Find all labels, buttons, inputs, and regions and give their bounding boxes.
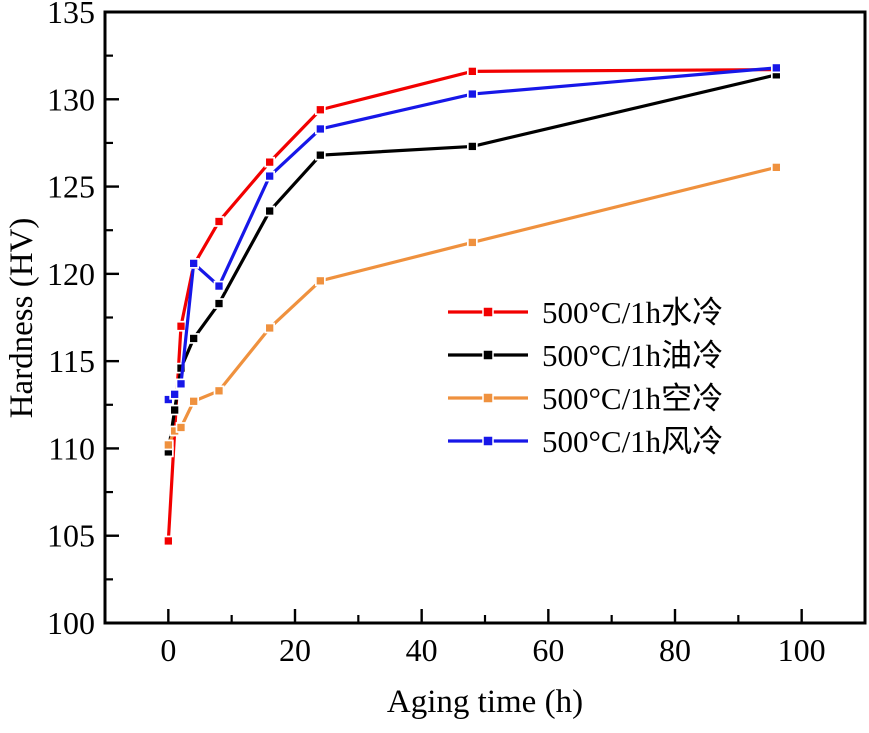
series-oil-cooled-marker	[169, 404, 181, 416]
legend-item-oil-cooled: 500°C/1h油冷	[448, 338, 723, 373]
series-wind-cooled-marker	[169, 388, 181, 400]
series-wind-cooled-marker	[770, 62, 782, 74]
series-wind-cooled	[162, 62, 782, 405]
legend-marker-sample	[482, 392, 494, 404]
series-oil-cooled-marker	[314, 149, 326, 161]
legend-item-wind-cooled: 500°C/1h风冷	[448, 424, 723, 459]
y-tick-label: 130	[47, 81, 95, 117]
series-water-cooled-marker	[466, 66, 478, 77]
series-oil-cooled-marker	[466, 141, 478, 152]
legend-label: 500°C/1h风冷	[542, 424, 723, 459]
series-wind-cooled-marker	[314, 123, 326, 135]
series-air-cooled-marker	[162, 439, 174, 451]
legend-marker-sample	[482, 349, 494, 361]
series-wind-cooled-marker	[175, 378, 187, 390]
series-air-cooled-marker	[213, 385, 225, 397]
series-air-cooled-marker	[264, 322, 276, 334]
legend-label: 500°C/1h油冷	[542, 338, 723, 373]
y-tick-label: 120	[47, 256, 95, 292]
y-tick-label: 100	[47, 605, 95, 641]
series-air-cooled-marker	[770, 162, 782, 173]
x-axis-title: Aging time (h)	[387, 684, 583, 720]
y-tick-label: 105	[47, 518, 95, 554]
legend-marker-sample	[482, 435, 494, 447]
y-tick-label: 125	[47, 169, 95, 205]
series-air-cooled-marker	[188, 395, 200, 407]
legend-label: 500°C/1h空冷	[542, 381, 723, 416]
legend: 500°C/1h水冷 500°C/1h油冷 500°C/1h空冷 500°C/1h风冷	[448, 295, 723, 459]
y-tick-label: 115	[48, 343, 95, 379]
series-wind-cooled-marker	[466, 88, 478, 100]
series-wind-cooled-marker	[188, 258, 200, 269]
series-oil-cooled-marker	[264, 205, 276, 217]
legend-marker-sample	[482, 306, 494, 318]
series-air-cooled-marker	[466, 237, 478, 248]
x-tick-label: 20	[279, 632, 311, 668]
series-oil-cooled-marker	[188, 333, 200, 344]
y-axis-title: Hardness (HV)	[4, 218, 40, 419]
x-tick-label: 100	[778, 632, 826, 668]
series-air-cooled-marker	[175, 422, 187, 433]
series-wind-cooled-marker	[264, 170, 276, 182]
series-water-cooled-marker	[213, 216, 225, 227]
y-tick-label: 135	[47, 0, 95, 30]
plot-frame	[103, 10, 867, 625]
series-air-cooled-marker	[314, 275, 326, 287]
x-tick-label: 60	[532, 632, 564, 668]
series-water-cooled-marker	[314, 104, 326, 116]
x-tick-label: 0	[160, 632, 176, 668]
legend-item-air-cooled: 500°C/1h空冷	[448, 381, 723, 416]
x-tick-label: 80	[659, 632, 691, 668]
series-oil-cooled-marker	[213, 298, 225, 309]
series-air-cooled	[162, 162, 782, 451]
series-wind-cooled-marker	[213, 280, 225, 292]
legend-label: 500°C/1h水冷	[542, 295, 723, 330]
series-water-cooled-marker	[175, 320, 187, 332]
legend-item-water-cooled: 500°C/1h水冷	[448, 295, 723, 330]
x-tick-label: 40	[406, 632, 438, 668]
y-tick-label: 110	[48, 430, 95, 466]
series-water-cooled-marker	[264, 156, 276, 168]
series-water-cooled-marker	[162, 535, 174, 547]
